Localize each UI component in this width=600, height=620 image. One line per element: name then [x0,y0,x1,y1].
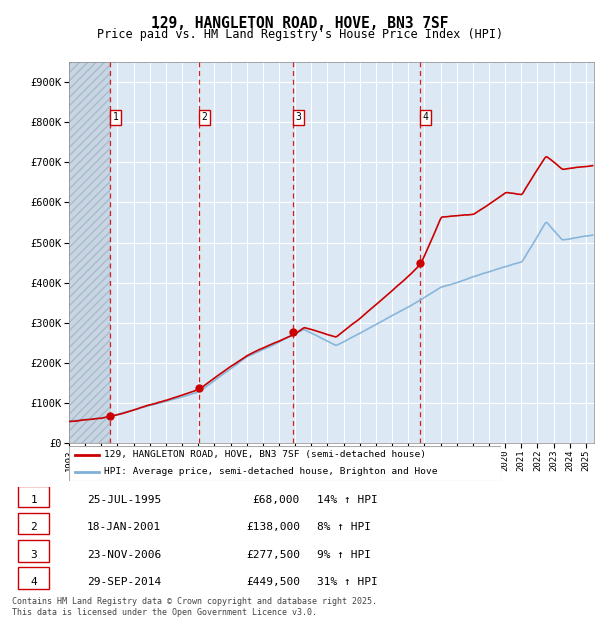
Text: 129, HANGLETON ROAD, HOVE, BN3 7SF (semi-detached house): 129, HANGLETON ROAD, HOVE, BN3 7SF (semi… [104,450,425,459]
Text: 31% ↑ HPI: 31% ↑ HPI [317,577,378,587]
Text: 2: 2 [30,523,37,533]
Text: 3: 3 [30,549,37,559]
Text: 29-SEP-2014: 29-SEP-2014 [87,577,161,587]
Text: 1: 1 [113,112,119,122]
FancyBboxPatch shape [69,446,501,480]
FancyBboxPatch shape [18,540,49,562]
Text: £277,500: £277,500 [246,549,300,559]
Text: 25-JUL-1995: 25-JUL-1995 [87,495,161,505]
Text: 129, HANGLETON ROAD, HOVE, BN3 7SF: 129, HANGLETON ROAD, HOVE, BN3 7SF [151,16,449,31]
Text: HPI: Average price, semi-detached house, Brighton and Hove: HPI: Average price, semi-detached house,… [104,467,437,477]
Text: 4: 4 [30,577,37,587]
Text: 18-JAN-2001: 18-JAN-2001 [87,523,161,533]
Text: 2: 2 [201,112,207,122]
Text: £68,000: £68,000 [253,495,300,505]
Text: 1: 1 [30,495,37,505]
Text: 23-NOV-2006: 23-NOV-2006 [87,549,161,559]
Text: 4: 4 [422,112,428,122]
Text: 8% ↑ HPI: 8% ↑ HPI [317,523,371,533]
Text: 14% ↑ HPI: 14% ↑ HPI [317,495,378,505]
FancyBboxPatch shape [18,567,49,589]
Bar [69,62,110,443]
FancyBboxPatch shape [18,485,49,507]
Text: 9% ↑ HPI: 9% ↑ HPI [317,549,371,559]
FancyBboxPatch shape [18,513,49,534]
Text: £138,000: £138,000 [246,523,300,533]
Text: Contains HM Land Registry data © Crown copyright and database right 2025.
This d: Contains HM Land Registry data © Crown c… [12,598,377,617]
Text: 3: 3 [296,112,302,122]
Text: Price paid vs. HM Land Registry's House Price Index (HPI): Price paid vs. HM Land Registry's House … [97,28,503,41]
Text: £449,500: £449,500 [246,577,300,587]
